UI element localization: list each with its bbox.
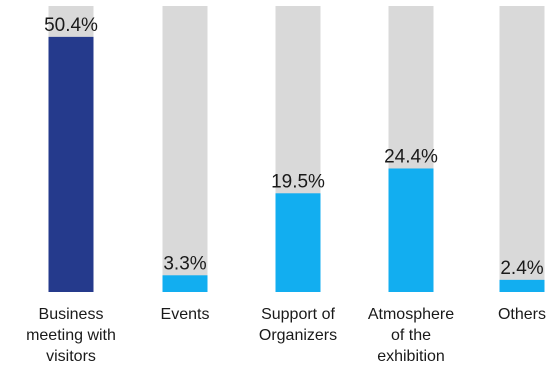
category-label-line: exhibition: [377, 348, 445, 365]
category-label-line: Atmosphere: [368, 306, 454, 323]
category-label: Business meeting with visitors: [26, 306, 116, 365]
category-label-line: visitors: [46, 348, 96, 365]
bar-tracks: [48, 6, 545, 292]
bar: [499, 279, 545, 292]
bars: [48, 36, 545, 293]
category-label-line: Support of: [261, 306, 335, 323]
data-label: 2.4%: [500, 258, 543, 279]
bar-track: [499, 6, 545, 292]
category-label-line: Organizers: [259, 327, 337, 344]
value-labels: 50.4% 3.3% 19.5% 24.4% 2.4%: [44, 15, 544, 279]
data-label: 3.3%: [163, 253, 206, 274]
bar: [388, 168, 434, 292]
category-label-line: of the: [391, 327, 431, 344]
data-label: 50.4%: [44, 15, 98, 36]
category-label: Events: [161, 306, 210, 323]
category-label: Support of Organizers: [259, 306, 337, 344]
category-label: Others: [498, 306, 546, 323]
data-label: 19.5%: [271, 171, 325, 192]
category-labels: Business meeting with visitors Events Suppor…: [26, 306, 546, 365]
bar: [275, 193, 321, 292]
category-label: Atmosphere of the exhibition: [368, 306, 454, 365]
bar-track: [162, 6, 208, 292]
category-label-line: Business: [39, 306, 104, 323]
data-label: 24.4%: [384, 146, 438, 167]
bar: [48, 36, 94, 293]
category-label-line: meeting with: [26, 327, 116, 344]
bar: [162, 275, 208, 292]
category-label-line: Others: [498, 306, 546, 323]
category-label-line: Events: [161, 306, 210, 323]
